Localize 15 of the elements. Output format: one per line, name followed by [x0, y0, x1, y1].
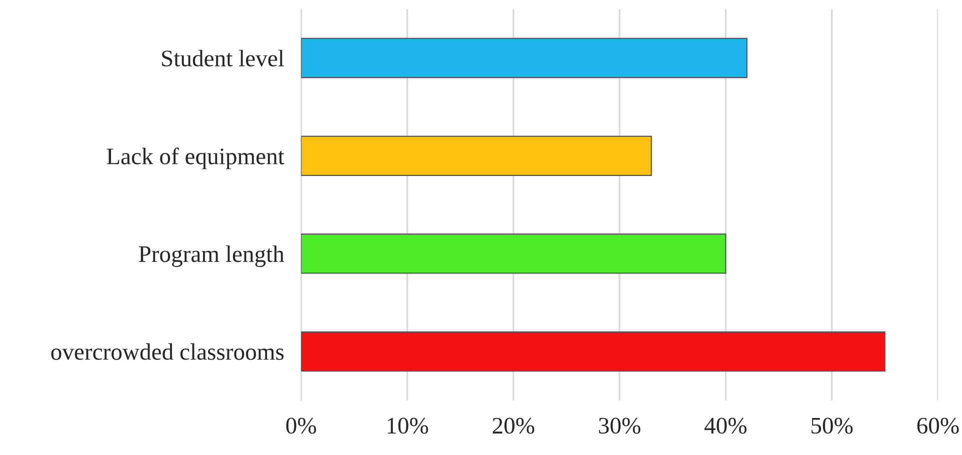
bar — [301, 136, 652, 176]
x-tick-label: 50% — [812, 418, 853, 434]
x-tick-label: 60% — [917, 418, 959, 434]
bar — [301, 331, 886, 372]
bar — [301, 234, 726, 274]
x-tick-label: 40% — [704, 418, 747, 434]
x-tick-label: 30% — [599, 418, 640, 434]
bar — [301, 38, 748, 78]
y-tick-label: overcrowded classrooms — [51, 343, 284, 360]
y-tick-label: Lack of equipment — [106, 148, 284, 170]
x-tick-label: 20% — [492, 418, 534, 434]
y-tick-label: Program length — [138, 245, 284, 267]
y-tick-label: Student level — [162, 50, 284, 66]
x-tick-label: 10% — [388, 418, 428, 434]
x-tick-label: 0% — [286, 418, 316, 434]
